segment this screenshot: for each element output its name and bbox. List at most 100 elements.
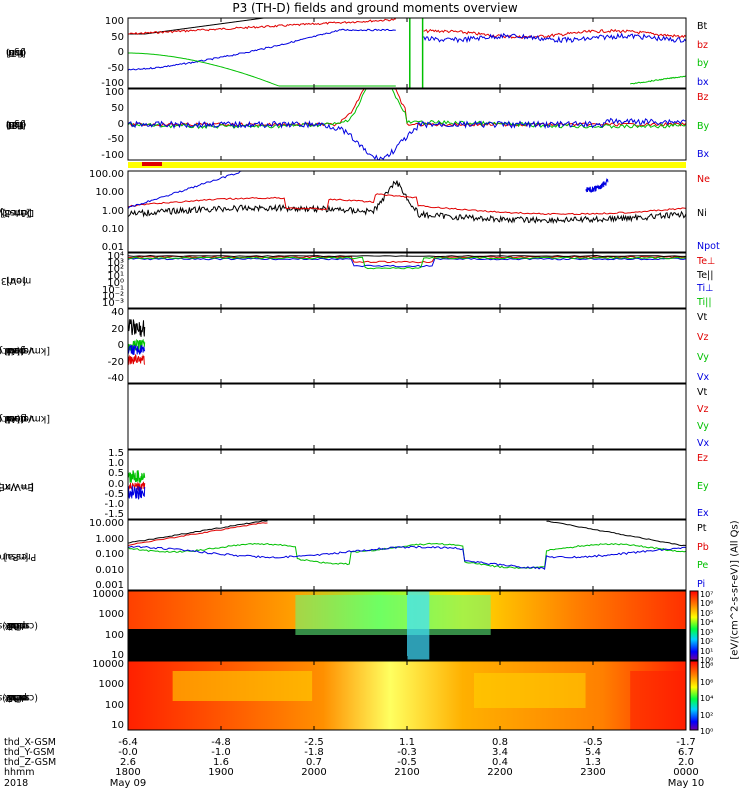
peir-spectrogram-gap (407, 591, 430, 660)
fgs-by-line-2 (629, 75, 687, 85)
y-tick-label: -50 (107, 134, 124, 146)
y-tick-label: 0.5 (108, 468, 124, 480)
y-tick-label: 10² (107, 264, 124, 276)
legend-vx: Vx (697, 372, 710, 383)
pt-line-2 (546, 520, 687, 547)
xaxis-z-gsm-value: 0.4 (492, 757, 508, 768)
y-tick-label: -20 (107, 356, 124, 368)
peer-spectrogram-band (172, 671, 313, 701)
ylabel-line: [km/s (All Qs)] (0, 345, 50, 356)
y-tick-label: -0.5 (104, 488, 124, 500)
xaxis-row-label: thd_Z-GSM (4, 757, 57, 768)
y-tick-label: 100.00 (89, 169, 124, 180)
density-ni-line (127, 180, 687, 225)
legend-bx: Bx (697, 149, 710, 160)
ex-line (127, 485, 146, 500)
xaxis-y-gsm-value: 6.7 (678, 747, 694, 758)
xaxis-y-gsm-value: -0.0 (118, 747, 138, 758)
vt-line (127, 319, 146, 337)
y-tick-label: -50 (107, 62, 124, 74)
legend-te: Te⊥ (697, 256, 716, 267)
xaxis-hhmm-value: 0000 (673, 767, 699, 778)
colorbar-tick-lower: 10⁸ (700, 661, 714, 670)
legend-ex: Ex (697, 508, 709, 519)
legend-bz: bz (697, 39, 709, 51)
y-tick-label: 1000 (98, 679, 124, 691)
xaxis-y-gsm-value: 5.4 (585, 747, 601, 758)
density-npot-line-2 (585, 177, 609, 193)
y-tick-label: 0.01 (101, 242, 124, 253)
y-tick-label: 10⁻¹ (101, 284, 124, 296)
xaxis-row-label: hhmm (4, 767, 35, 778)
legend-vt: Vt (697, 312, 708, 323)
xaxis-hhmm-value: 2200 (487, 767, 513, 778)
xaxis-hhmm-value: 2100 (394, 767, 420, 778)
ylabel-line: [eV] (6, 275, 26, 286)
ylabel-line: [nT] (6, 119, 26, 130)
xaxis-x-gsm-value: -0.5 (583, 737, 603, 748)
xaxis-hhmm-value: 2000 (301, 767, 327, 778)
panel-frame (127, 383, 687, 450)
dby-line (127, 88, 687, 130)
y-tick-label: 100 (104, 16, 124, 27)
xaxis-x-gsm-value: -6.4 (118, 737, 138, 748)
colorbar-tick: 10⁶ (700, 599, 714, 609)
fgs-bz-line (128, 18, 396, 35)
y-tick-label: 0.10 (101, 223, 124, 235)
legend-ey: Ey (697, 480, 709, 492)
legend-vz: Vz (697, 404, 709, 415)
ylabel-line: [km/s (All Qs)] (0, 413, 50, 424)
y-tick-label: 0.010 (95, 564, 124, 576)
pe-line (127, 542, 687, 569)
y-tick-label: 0 (117, 47, 124, 58)
legend-vz: Vz (697, 332, 709, 343)
ti-par-line (127, 256, 687, 270)
y-tick-label: 1.5 (108, 448, 124, 459)
colorbar-tick-lower: 10⁰ (700, 727, 714, 736)
legend-by: By (697, 120, 710, 132)
ti-perp-line (127, 257, 687, 268)
xaxis-y-gsm-value: -1.0 (211, 747, 231, 758)
colorbar-tick: 10² (700, 637, 714, 647)
xaxis-y-gsm-value: -0.3 (397, 747, 417, 758)
y-tick-label: 10.00 (95, 187, 124, 199)
xaxis-y-gsm-value: 3.4 (492, 747, 508, 758)
xaxis-z-gsm-value: -0.5 (397, 757, 417, 768)
y-tick-label: 40 (111, 307, 124, 318)
vx-line (127, 344, 146, 355)
legend-bz: Bz (697, 92, 709, 103)
legend-vy: Vy (697, 352, 709, 363)
colorbar-tick: 10⁴ (700, 618, 714, 628)
y-tick-label: 10⁻² (101, 291, 124, 303)
xaxis-y-gsm-value: -1.8 (304, 747, 324, 758)
legend-bt: Bt (697, 21, 708, 32)
y-tick-label: 100 (104, 87, 124, 98)
legend-ti: Ti⊥ (697, 283, 714, 295)
y-tick-label: 100 (104, 699, 124, 711)
y-tick-label: 10⁻³ (101, 298, 124, 309)
dbx-line (127, 117, 687, 161)
ez-line (127, 481, 146, 491)
colorbar-tick-lower: 10⁶ (700, 677, 714, 687)
y-tick-label: 0 (117, 340, 124, 351)
y-tick-label: 10000 (92, 659, 124, 670)
xaxis-x-gsm-value: 1.1 (399, 737, 415, 748)
xaxis-z-gsm-value: 1.6 (213, 757, 229, 768)
y-tick-label: 1.000 (95, 533, 124, 545)
peer-spectrogram-end (630, 671, 686, 730)
xaxis-row-label: thd_Y-GSM (4, 747, 55, 758)
peer-spectrogram-band-2 (473, 673, 586, 708)
legend-ne: Ne (697, 174, 710, 185)
y-tick-label: 0 (117, 118, 124, 130)
fgs-bx-line (127, 28, 396, 71)
ylabel-line: [nPa] (3, 551, 29, 562)
y-tick-label: -100 (101, 78, 124, 89)
y-tick-label: 1000 (98, 609, 124, 621)
ylabel-line: [cm-3] (0, 207, 32, 218)
colorbar-tick: 10³ (700, 627, 714, 637)
y-tick-label: 100 (104, 629, 124, 641)
fgs-by-line (128, 52, 396, 87)
legend-vt: Vt (697, 387, 708, 398)
y-tick-label: 10³ (107, 257, 124, 269)
xaxis-hhmm-value: 2300 (580, 767, 606, 778)
